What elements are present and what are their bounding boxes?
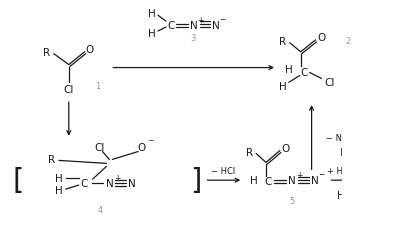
Text: R: R: [44, 47, 50, 57]
Bar: [342, 90, 400, 218]
Text: R: R: [246, 147, 253, 157]
Text: +: +: [388, 168, 394, 177]
Text: N: N: [190, 21, 198, 31]
Text: 6: 6: [352, 205, 358, 214]
Text: O: O: [137, 142, 145, 152]
Text: N: N: [311, 175, 318, 185]
Text: + HCl: + HCl: [327, 166, 352, 175]
Text: Cl: Cl: [366, 190, 376, 200]
Text: N: N: [390, 174, 398, 184]
Text: 1: 1: [95, 81, 100, 90]
Text: C: C: [264, 176, 272, 186]
Text: N: N: [380, 174, 388, 184]
Text: Cl: Cl: [64, 85, 74, 95]
Text: O: O: [317, 33, 326, 43]
Text: O: O: [373, 142, 381, 152]
Text: +: +: [114, 173, 120, 182]
Text: H: H: [349, 190, 357, 200]
Text: H: H: [279, 82, 287, 92]
Text: H: H: [285, 64, 293, 74]
Text: N: N: [128, 178, 136, 188]
Text: Cl: Cl: [94, 142, 105, 152]
Text: C: C: [300, 68, 307, 78]
Text: 6: 6: [348, 205, 353, 214]
Text: R: R: [340, 147, 347, 157]
Text: O: O: [86, 44, 94, 54]
Text: 2: 2: [346, 37, 351, 46]
Text: O: O: [385, 142, 393, 152]
Text: H: H: [148, 9, 156, 19]
Text: 4: 4: [98, 205, 103, 214]
Text: O: O: [282, 143, 290, 153]
Text: C: C: [80, 178, 87, 188]
Text: − HCl: − HCl: [211, 166, 236, 175]
Text: N: N: [288, 175, 296, 185]
Text: −: −: [318, 169, 325, 178]
Text: −: −: [219, 15, 226, 24]
Text: −: −: [147, 136, 153, 145]
Text: +: +: [377, 168, 383, 177]
Text: C: C: [358, 175, 365, 185]
Text: N: N: [389, 174, 397, 184]
Text: [: [: [12, 166, 24, 194]
Text: H: H: [344, 174, 351, 184]
Text: C: C: [167, 21, 174, 31]
Text: 3: 3: [190, 34, 195, 43]
Text: 5: 5: [289, 197, 294, 205]
Text: H: H: [55, 173, 63, 183]
Text: R: R: [279, 37, 286, 47]
Text: −: −: [382, 191, 388, 200]
Text: H: H: [355, 174, 363, 184]
Text: R: R: [352, 147, 359, 157]
Text: R: R: [48, 155, 56, 165]
Text: −: −: [379, 185, 385, 194]
Text: Cl: Cl: [365, 190, 375, 200]
Text: N: N: [106, 178, 113, 188]
Text: N: N: [212, 21, 219, 31]
Text: − N₂: − N₂: [326, 134, 345, 143]
Text: C: C: [368, 175, 376, 185]
Text: +: +: [198, 16, 204, 25]
Text: H: H: [55, 185, 63, 195]
Text: +: +: [296, 170, 303, 179]
Text: Cl: Cl: [324, 78, 335, 88]
Text: H: H: [148, 29, 156, 39]
Text: ]: ]: [190, 166, 201, 194]
Text: H: H: [250, 175, 258, 185]
Text: H: H: [338, 190, 345, 200]
